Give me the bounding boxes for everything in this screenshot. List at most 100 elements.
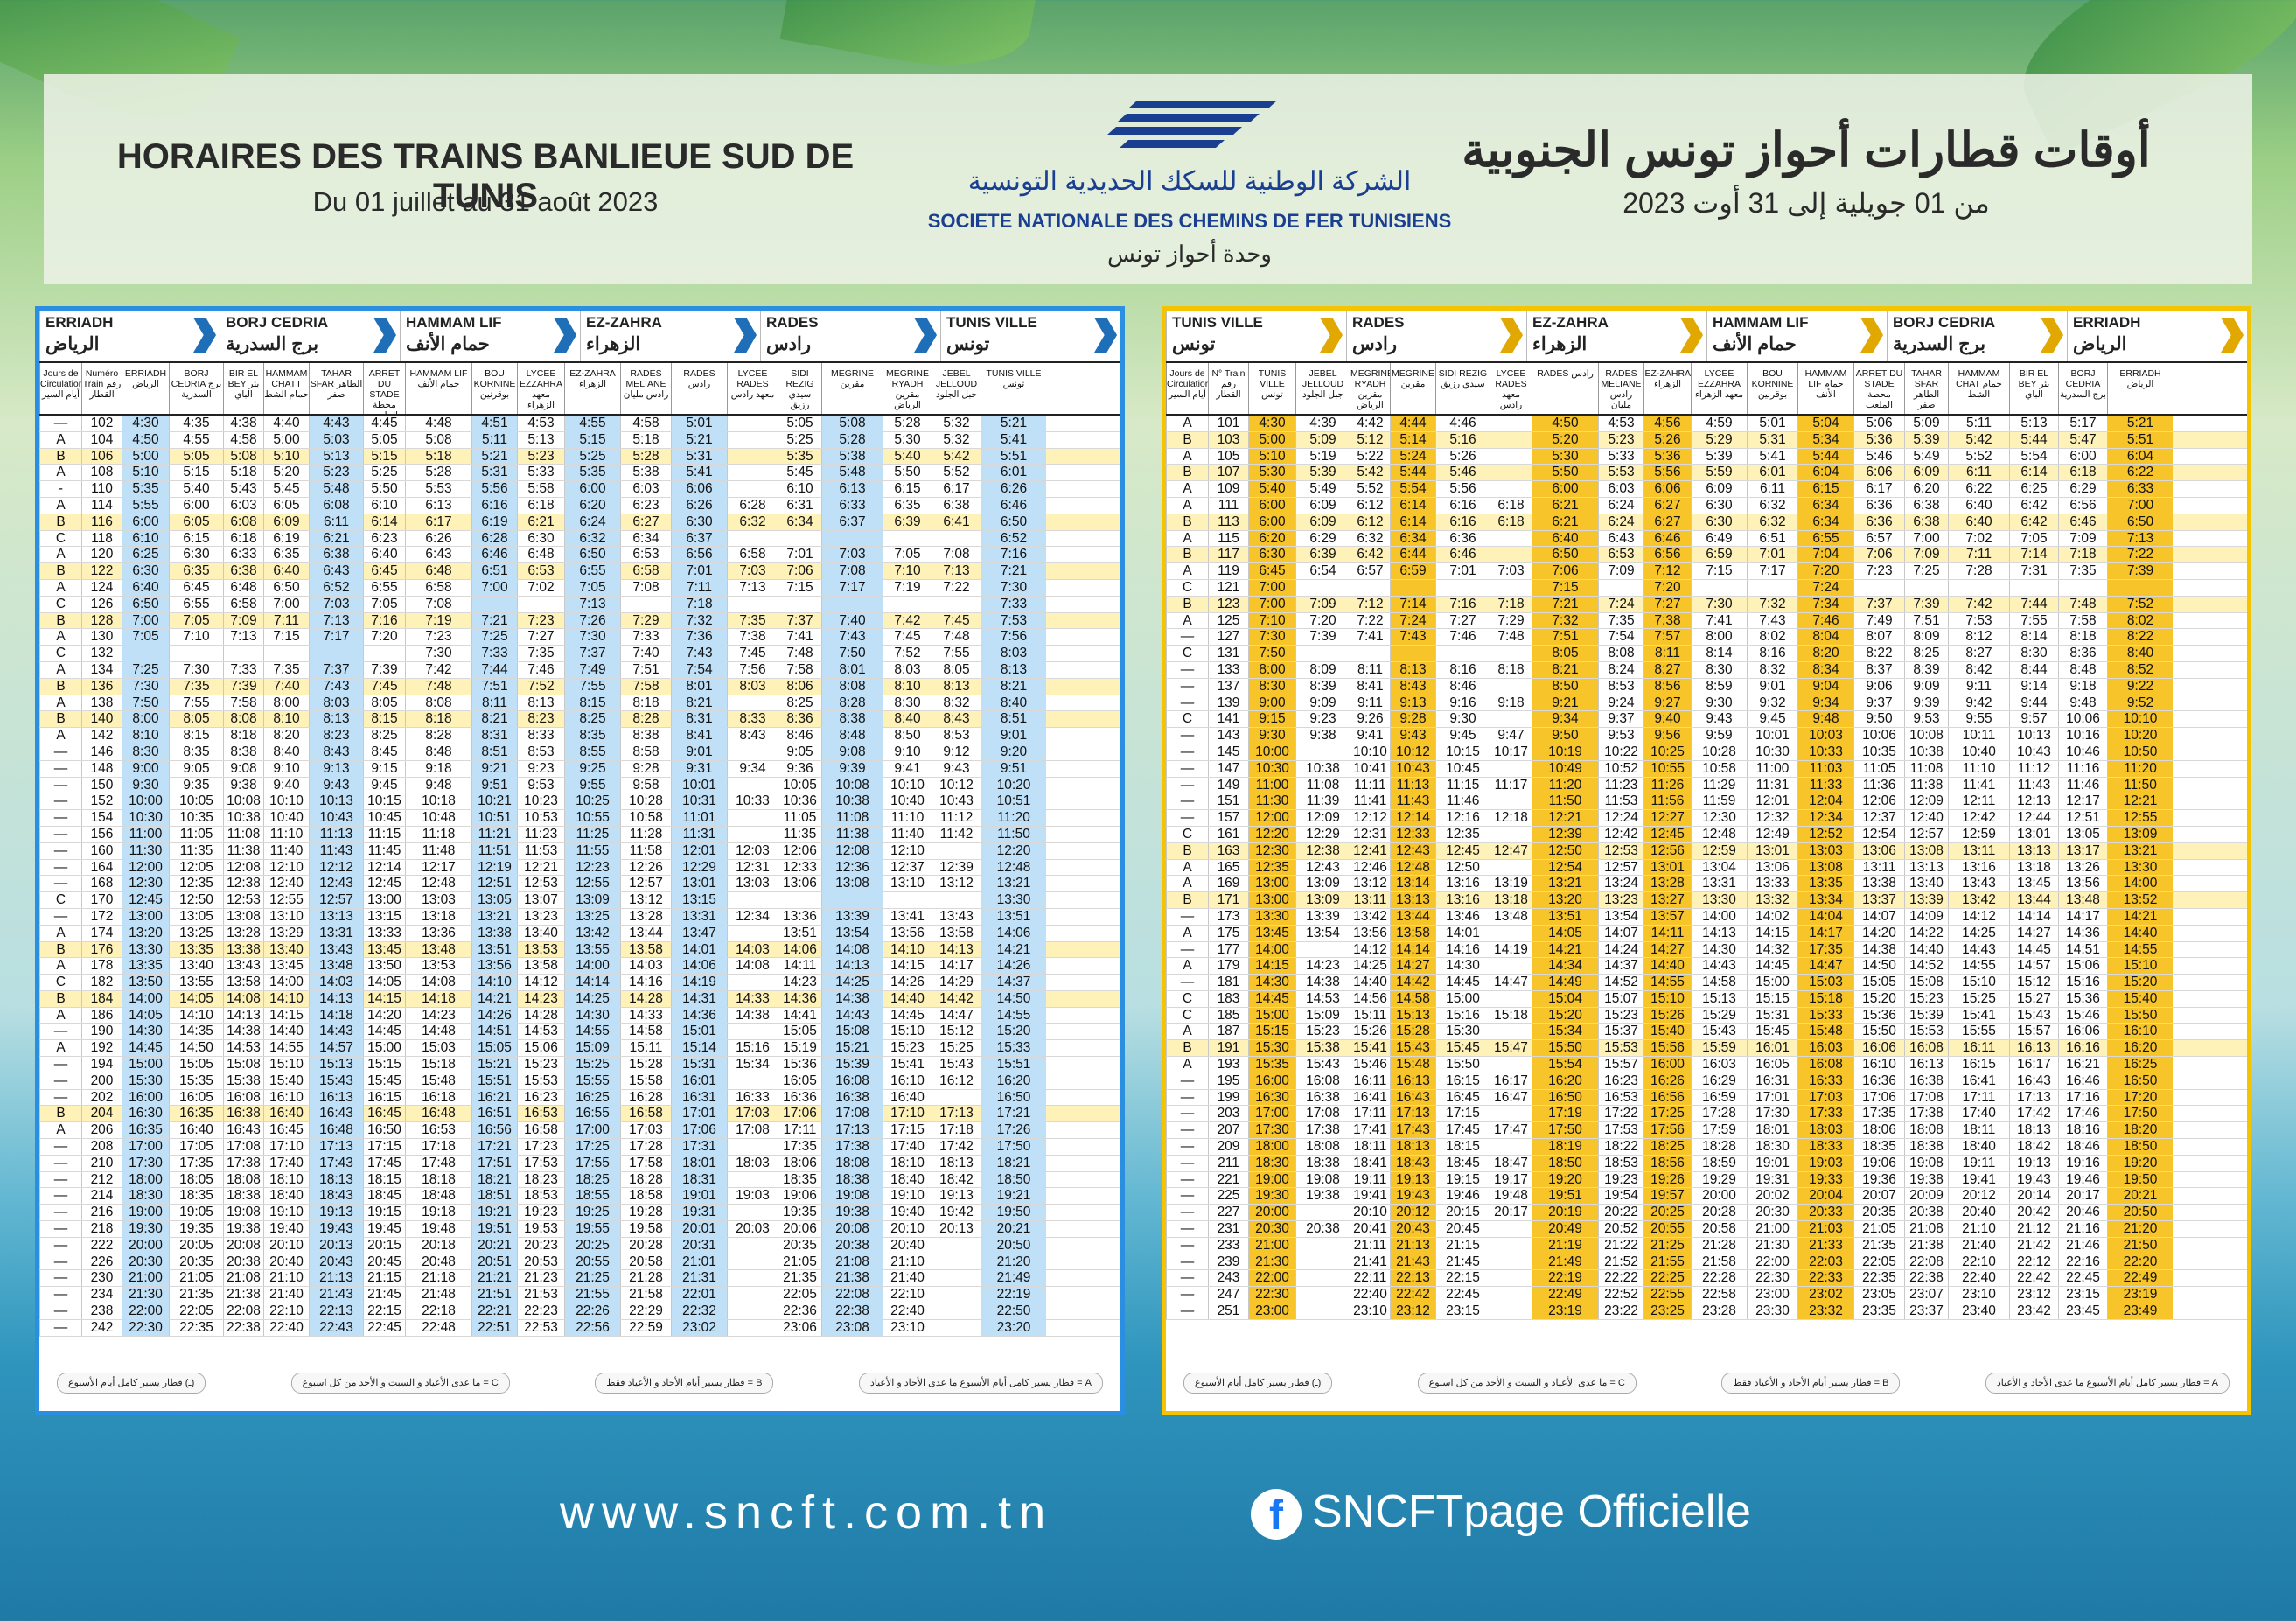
departure-time: 21:30 [1248, 1254, 1295, 1270]
departure-time: 7:20 [363, 629, 405, 646]
departure-time: 20:38 [223, 1254, 263, 1270]
departure-time: 6:34 [1390, 530, 1435, 547]
departure-time: 22:13 [1390, 1270, 1435, 1287]
train-row: A 186 14:05 14:10 14:13 14:15 14:18 14:20 14:23 1… [39, 1007, 1120, 1024]
departure-time [223, 646, 263, 661]
departure-time: 9:30 [1691, 695, 1747, 711]
departure-time: 15:26 [1350, 1024, 1390, 1040]
train-number: 134 [81, 661, 122, 678]
departure-time: 20:30 [1248, 1221, 1295, 1237]
departure-time: 22:05 [169, 1303, 223, 1319]
departure-time: 9:53 [1598, 728, 1643, 744]
facebook-page[interactable]: f SNCFTpage Officielle [1251, 1485, 1751, 1541]
departure-time: 6:01 [981, 465, 1046, 481]
departure-time: 14:34 [1532, 958, 1598, 975]
departure-time: 12:46 [1350, 859, 1390, 876]
departure-time: 8:48 [2058, 661, 2107, 678]
departure-time: 7:35 [1598, 612, 1643, 629]
train-number: 179 [1208, 958, 1248, 975]
train-number: 122 [81, 563, 122, 579]
departure-time: 20:43 [309, 1254, 363, 1270]
departure-time: 7:20 [1643, 579, 1691, 596]
departure-time: 13:45 [363, 941, 405, 958]
departure-time: 20:38 [821, 1237, 883, 1254]
departure-time: 21:16 [2058, 1221, 2107, 1237]
departure-time: 5:25 [778, 431, 821, 448]
departure-time: 13:44 [2009, 892, 2058, 908]
departure-time: 21:10 [263, 1270, 309, 1287]
departure-time: 14:56 [1350, 990, 1390, 1007]
departure-time [1295, 1237, 1350, 1254]
website-url[interactable]: www.sncft.com.tn [560, 1486, 1054, 1539]
departure-time: 11:08 [1904, 760, 1948, 777]
departure-time: 13:30 [2107, 859, 2173, 876]
departure-time: 6:00 [564, 481, 620, 497]
departure-time: 16:25 [2107, 1057, 2173, 1073]
train-row: A 105 5:10 5:19 5:22 5:24 5:26 5:30 5:33 5:36 5:39… [1166, 448, 2247, 465]
departure-time: 6:04 [1797, 465, 1853, 481]
circulation-code: C [39, 646, 81, 661]
departure-time: 6:39 [883, 514, 932, 530]
departure-time: 9:57 [2009, 711, 2058, 728]
departure-time: 20:00 [1691, 1188, 1747, 1205]
departure-time: 8:15 [564, 695, 620, 711]
departure-time: 6:56 [1643, 547, 1691, 563]
train-number: 142 [81, 728, 122, 744]
departure-time: 7:42 [883, 612, 932, 629]
departure-time: 6:00 [1248, 514, 1295, 530]
departure-time: 9:20 [981, 744, 1046, 760]
circulation-code: A [39, 465, 81, 481]
departure-time: 20:31 [671, 1237, 727, 1254]
departure-time [821, 892, 883, 908]
departure-time: 13:40 [169, 958, 223, 975]
departure-time: 18:35 [1853, 1139, 1904, 1155]
departure-time: 13:10 [263, 908, 309, 925]
departure-time: 7:30 [564, 629, 620, 646]
departure-time: 22:35 [169, 1319, 223, 1336]
departure-time: 7:18 [1490, 596, 1532, 612]
departure-time: 19:42 [932, 1205, 981, 1221]
train-row: A 109 5:40 5:49 5:52 5:54 5:56 6:00 6:03 6:06 6:09… [1166, 481, 2247, 498]
circulation-code: C [39, 596, 81, 612]
departure-time: 13:11 [1948, 842, 2009, 859]
departure-time: 15:20 [981, 1024, 1046, 1040]
departure-time: 10:12 [1390, 744, 1435, 760]
departure-time: 16:13 [309, 1089, 363, 1106]
departure-time: 11:45 [363, 842, 405, 859]
departure-time: 12:01 [1747, 793, 1797, 810]
departure-time: 15:10 [2107, 958, 2173, 975]
departure-time: 12:01 [671, 842, 727, 859]
train-row: —150 9:30 9:35 9:38 9:40 9:43 9:45 9:48 9:51 9:53… [39, 777, 1120, 794]
departure-time: 12:45 [122, 892, 169, 908]
departure-time: 5:23 [1598, 431, 1643, 448]
circulation-code: — [39, 810, 81, 826]
logo-arabic-name: الشركة الوطنية للسكك الحديدية التونسية [967, 167, 1412, 196]
departure-time: 14:45 [1747, 958, 1797, 975]
departure-time: 13:01 [1747, 842, 1797, 859]
departure-time: 17:38 [223, 1155, 263, 1171]
departure-time: 10:10 [263, 793, 309, 810]
departure-time: 14:13 [821, 958, 883, 975]
departure-time: 13:51 [1532, 908, 1598, 925]
departure-time: 6:44 [1390, 547, 1435, 563]
departure-time [122, 646, 169, 661]
departure-time: 7:49 [1853, 612, 1904, 629]
departure-time: 5:35 [564, 465, 620, 481]
departure-time: 12:45 [1435, 842, 1490, 859]
train-row: A 187 15:15 15:23 15:26 15:28 15:30 15:34 15:37 1… [1166, 1024, 2247, 1041]
train-number: 146 [81, 744, 122, 760]
departure-time: 14:16 [1435, 941, 1490, 958]
departure-time: 7:04 [1797, 547, 1853, 563]
departure-time: 12:08 [223, 859, 263, 876]
train-number: 163 [1208, 842, 1248, 859]
departure-time: 6:37 [671, 530, 727, 547]
departure-time: 23:37 [1904, 1303, 1948, 1319]
departure-time: 6:55 [1797, 530, 1853, 547]
departure-time: 14:36 [671, 1007, 727, 1024]
departure-time: 17:48 [405, 1155, 471, 1171]
departure-time: 5:28 [883, 416, 932, 431]
departure-time: 21:13 [1390, 1237, 1435, 1254]
departure-time: 15:21 [471, 1057, 517, 1073]
departure-time: 6:46 [981, 497, 1046, 514]
departure-time: 10:33 [1797, 744, 1853, 760]
